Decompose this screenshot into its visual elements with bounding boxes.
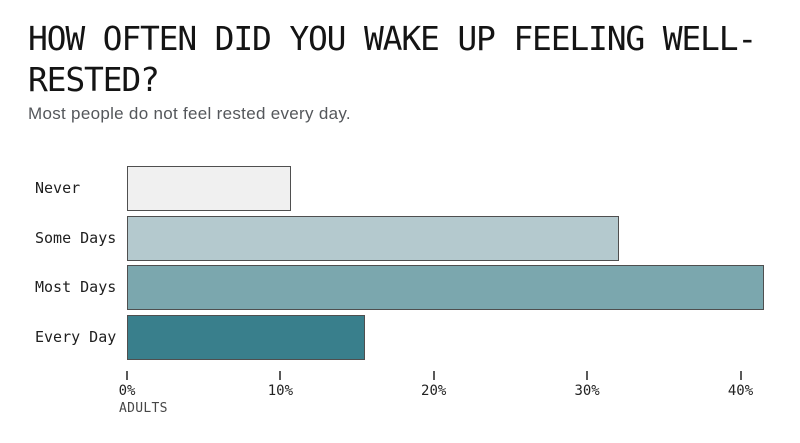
tick-mark	[739, 371, 742, 380]
chart-title: HOW OFTEN DID YOU WAKE UP FEELING WELL- …	[28, 18, 788, 100]
chart-title-line-1: HOW OFTEN DID YOU WAKE UP FEELING WELL-	[28, 19, 757, 58]
tick-label-30: 30%	[574, 383, 600, 399]
tick-label-20: 20%	[421, 383, 447, 399]
tick-mark	[126, 371, 128, 380]
tick-label-0: 0%	[118, 383, 136, 399]
chart-title-line-2: RESTED?	[28, 60, 160, 99]
bar-row-most-days: Most Days	[0, 265, 800, 310]
category-label-some-days: Some Days	[35, 229, 117, 247]
tick-label-10: 10%	[267, 383, 294, 399]
chart-subtitle: Most people do not feel rested every day…	[28, 104, 351, 123]
tick-mark	[586, 371, 589, 380]
tick-mark	[279, 371, 282, 380]
bar-row-every-day: Every Day	[0, 315, 800, 360]
bar-some-days	[127, 216, 620, 261]
category-label-every-day: Every Day	[35, 328, 117, 346]
tick-mark	[432, 371, 435, 380]
x-axis-caption: ADULTS	[119, 401, 168, 416]
tick-label-40: 40%	[727, 383, 754, 399]
bar-row-some-days: Some Days	[0, 216, 800, 261]
category-label-never: Never	[35, 179, 81, 197]
bar-never	[127, 166, 292, 211]
category-label-most-days: Most Days	[35, 278, 117, 296]
bar-row-never: Never	[0, 166, 800, 211]
bar-every-day	[127, 315, 365, 360]
bar-most-days	[127, 265, 764, 310]
